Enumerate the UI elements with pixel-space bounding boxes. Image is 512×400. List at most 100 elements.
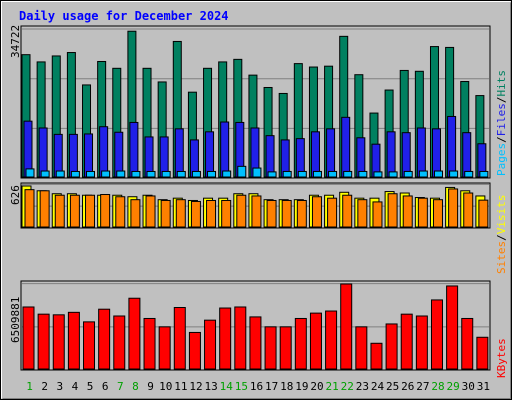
bar-pages-10: [161, 170, 171, 178]
panel-kbytes: 6509881: [9, 280, 491, 371]
bar-files-26: [401, 132, 411, 178]
bar-pages-15: [237, 165, 247, 178]
legend-entry: /: [495, 234, 508, 241]
x-tick-label: 10: [159, 380, 172, 393]
legend-entry: KBytes: [495, 338, 508, 378]
bar-sites-26: [402, 195, 413, 228]
x-tick-label: 25: [386, 380, 399, 393]
bar-pages-18: [282, 170, 292, 178]
x-tick-label: 11: [174, 380, 187, 393]
bar-sites-25: [387, 193, 398, 228]
x-axis-labels: 1 2 3 4 5 6 7 8 9 10 11 12 13 14 15 16 17 18 19 20 21 22 23 24 2…: [26, 380, 490, 393]
bar-kbytes-21: [325, 310, 338, 370]
bar-kbytes-15: [234, 306, 247, 370]
bar-files-5: [84, 133, 94, 178]
bar-pages-13: [207, 170, 217, 178]
bar-sites-28: [432, 199, 443, 228]
x-tick-label: 5: [87, 380, 94, 393]
bar-kbytes-22: [340, 283, 353, 370]
x-tick-label: 26: [401, 380, 414, 393]
x-tick-label: 9: [147, 380, 154, 393]
panel-border: [20, 280, 491, 371]
bar-files-13: [205, 131, 215, 178]
panel-max-label: 34722: [9, 25, 22, 58]
bar-pages-19: [297, 170, 307, 178]
legend-entry: Pages: [495, 143, 508, 176]
bar-pages-8: [131, 170, 141, 178]
x-tick-label: 13: [204, 380, 217, 393]
x-tick-label: 15: [235, 380, 248, 393]
bar-kbytes-10: [158, 326, 171, 370]
legend-entry: Sites: [495, 241, 508, 274]
bar-sites-15: [236, 194, 247, 228]
bar-kbytes-6: [98, 308, 111, 370]
bar-kbytes-5: [83, 321, 96, 370]
legend-bottom: KBytes: [495, 338, 508, 378]
bar-kbytes-17: [264, 326, 277, 370]
bar-files-6: [99, 126, 109, 178]
x-tick-label: 27: [416, 380, 429, 393]
chart-title: Daily usage for December 2024: [19, 9, 229, 23]
legend-entry: /: [495, 97, 508, 104]
bar-files-30: [462, 132, 472, 178]
bar-kbytes-8: [128, 297, 141, 370]
x-tick-label: 22: [341, 380, 354, 393]
bar-pages-22: [343, 170, 353, 178]
bar-sites-23: [357, 199, 368, 228]
bar-sites-17: [266, 199, 277, 228]
x-tick-label: 7: [117, 380, 124, 393]
bar-kbytes-24: [370, 342, 383, 370]
x-tick-label: 2: [41, 380, 48, 393]
x-tick-label: 12: [189, 380, 202, 393]
panel-border: [20, 25, 491, 179]
x-tick-label: 19: [295, 380, 308, 393]
x-tick-label: 16: [250, 380, 263, 393]
bar-sites-14: [221, 199, 232, 228]
bar-files-2: [38, 127, 48, 178]
bar-pages-26: [403, 170, 413, 178]
x-tick-label: 20: [310, 380, 323, 393]
x-tick-label: 21: [326, 380, 339, 393]
bar-pages-2: [40, 170, 50, 178]
x-tick-label: 4: [72, 380, 79, 393]
bar-kbytes-4: [67, 311, 80, 370]
bar-files-25: [386, 131, 396, 178]
bar-kbytes-31: [476, 336, 489, 370]
bar-sites-6: [100, 194, 111, 228]
bar-kbytes-9: [143, 317, 156, 370]
x-tick-label: 1: [26, 380, 33, 393]
x-tick-label: 31: [477, 380, 490, 393]
chart-panels: 34722 626 6509881: [9, 25, 491, 371]
bar-pages-27: [418, 170, 428, 178]
x-tick-label: 8: [132, 380, 139, 393]
bar-kbytes-11: [173, 307, 186, 370]
bar-kbytes-13: [204, 319, 217, 370]
bar-files-22: [341, 116, 351, 178]
bar-files-27: [416, 127, 426, 178]
bar-pages-6: [101, 170, 111, 178]
bar-pages-20: [312, 170, 322, 178]
x-tick-label: 17: [265, 380, 278, 393]
x-tick-label: 18: [280, 380, 293, 393]
bar-sites-10: [160, 199, 171, 228]
bar-files-21: [326, 128, 336, 178]
bar-sites-16: [251, 195, 262, 228]
bar-pages-7: [116, 170, 126, 178]
bar-kbytes-3: [52, 314, 65, 370]
bar-kbytes-29: [446, 285, 459, 370]
bar-pages-24: [373, 171, 383, 178]
panel-border: [20, 182, 491, 229]
bar-kbytes-26: [400, 313, 413, 370]
bar-sites-24: [372, 201, 383, 228]
panel-max-label: 6509881: [9, 297, 22, 343]
bar-kbytes-14: [219, 307, 232, 370]
bar-pages-16: [252, 167, 262, 178]
bar-sites-7: [115, 196, 126, 228]
bar-kbytes-2: [37, 313, 50, 370]
bar-pages-1: [25, 168, 35, 178]
bar-kbytes-1: [22, 306, 35, 370]
bar-files-14: [220, 121, 230, 178]
